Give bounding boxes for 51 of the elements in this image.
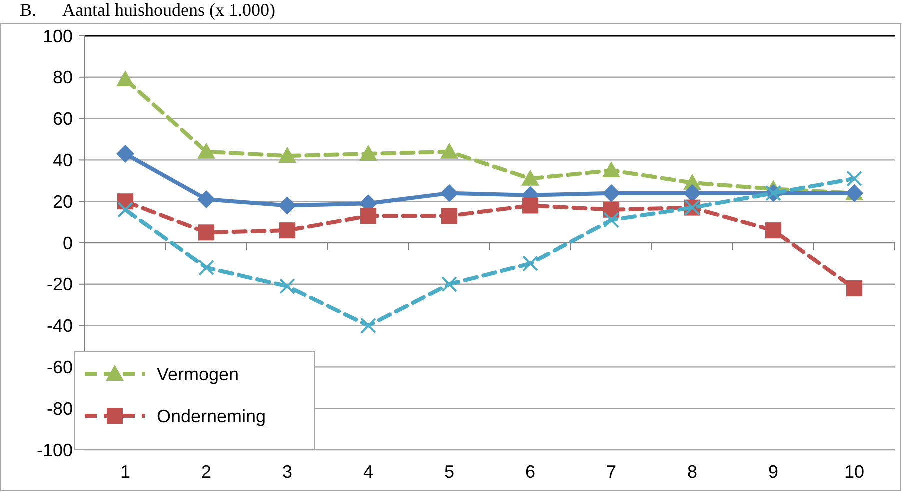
x-tick-label: 8 (687, 462, 698, 482)
legend-label: Vermogen (157, 364, 240, 384)
point (442, 276, 458, 292)
point (522, 256, 538, 272)
point (604, 212, 620, 228)
y-tick-label: 0 (62, 233, 73, 254)
x-tick-label: 7 (606, 462, 617, 482)
point (116, 70, 134, 86)
y-tick-label: -100 (36, 440, 73, 460)
point (116, 144, 134, 163)
x-tick-label: 9 (768, 462, 779, 482)
y-tick-label: 40 (52, 150, 73, 170)
point (118, 202, 134, 218)
point (442, 208, 458, 224)
point (360, 318, 376, 334)
y-tick-label: 100 (42, 26, 73, 46)
x-tick-label: 2 (201, 462, 212, 482)
x-tick-label: 3 (282, 462, 293, 482)
y-tick-label: 60 (52, 109, 73, 130)
x-tick-label: 6 (525, 462, 536, 482)
point (280, 222, 296, 239)
point (360, 208, 376, 224)
point (360, 144, 378, 161)
point (522, 198, 538, 214)
y-tick-label: 80 (52, 68, 73, 88)
point (602, 184, 620, 202)
y-tick-label: 20 (52, 192, 73, 212)
y-tick-label: -60 (46, 358, 73, 378)
legend-label: Onderneming (157, 406, 266, 426)
point (198, 260, 214, 276)
point (198, 224, 214, 241)
point (198, 190, 216, 209)
point (766, 222, 782, 239)
x-tick-label: 1 (120, 462, 131, 482)
point (278, 147, 296, 164)
point (602, 162, 620, 178)
point (278, 196, 296, 215)
point (440, 184, 458, 202)
y-tick-label: -20 (46, 274, 73, 295)
chart-title: B. Aantal huishoudens (x 1.000) (20, 0, 276, 20)
point (522, 170, 540, 186)
x-tick-label: 10 (844, 462, 865, 482)
x-tick-label: 4 (363, 462, 374, 482)
point (198, 142, 216, 159)
point (280, 278, 296, 294)
x-tick-label: 5 (444, 462, 455, 482)
point (440, 142, 458, 159)
point (846, 170, 862, 187)
y-tick-label: -80 (46, 398, 73, 419)
point (846, 280, 862, 297)
y-tick-label: -40 (46, 316, 73, 336)
